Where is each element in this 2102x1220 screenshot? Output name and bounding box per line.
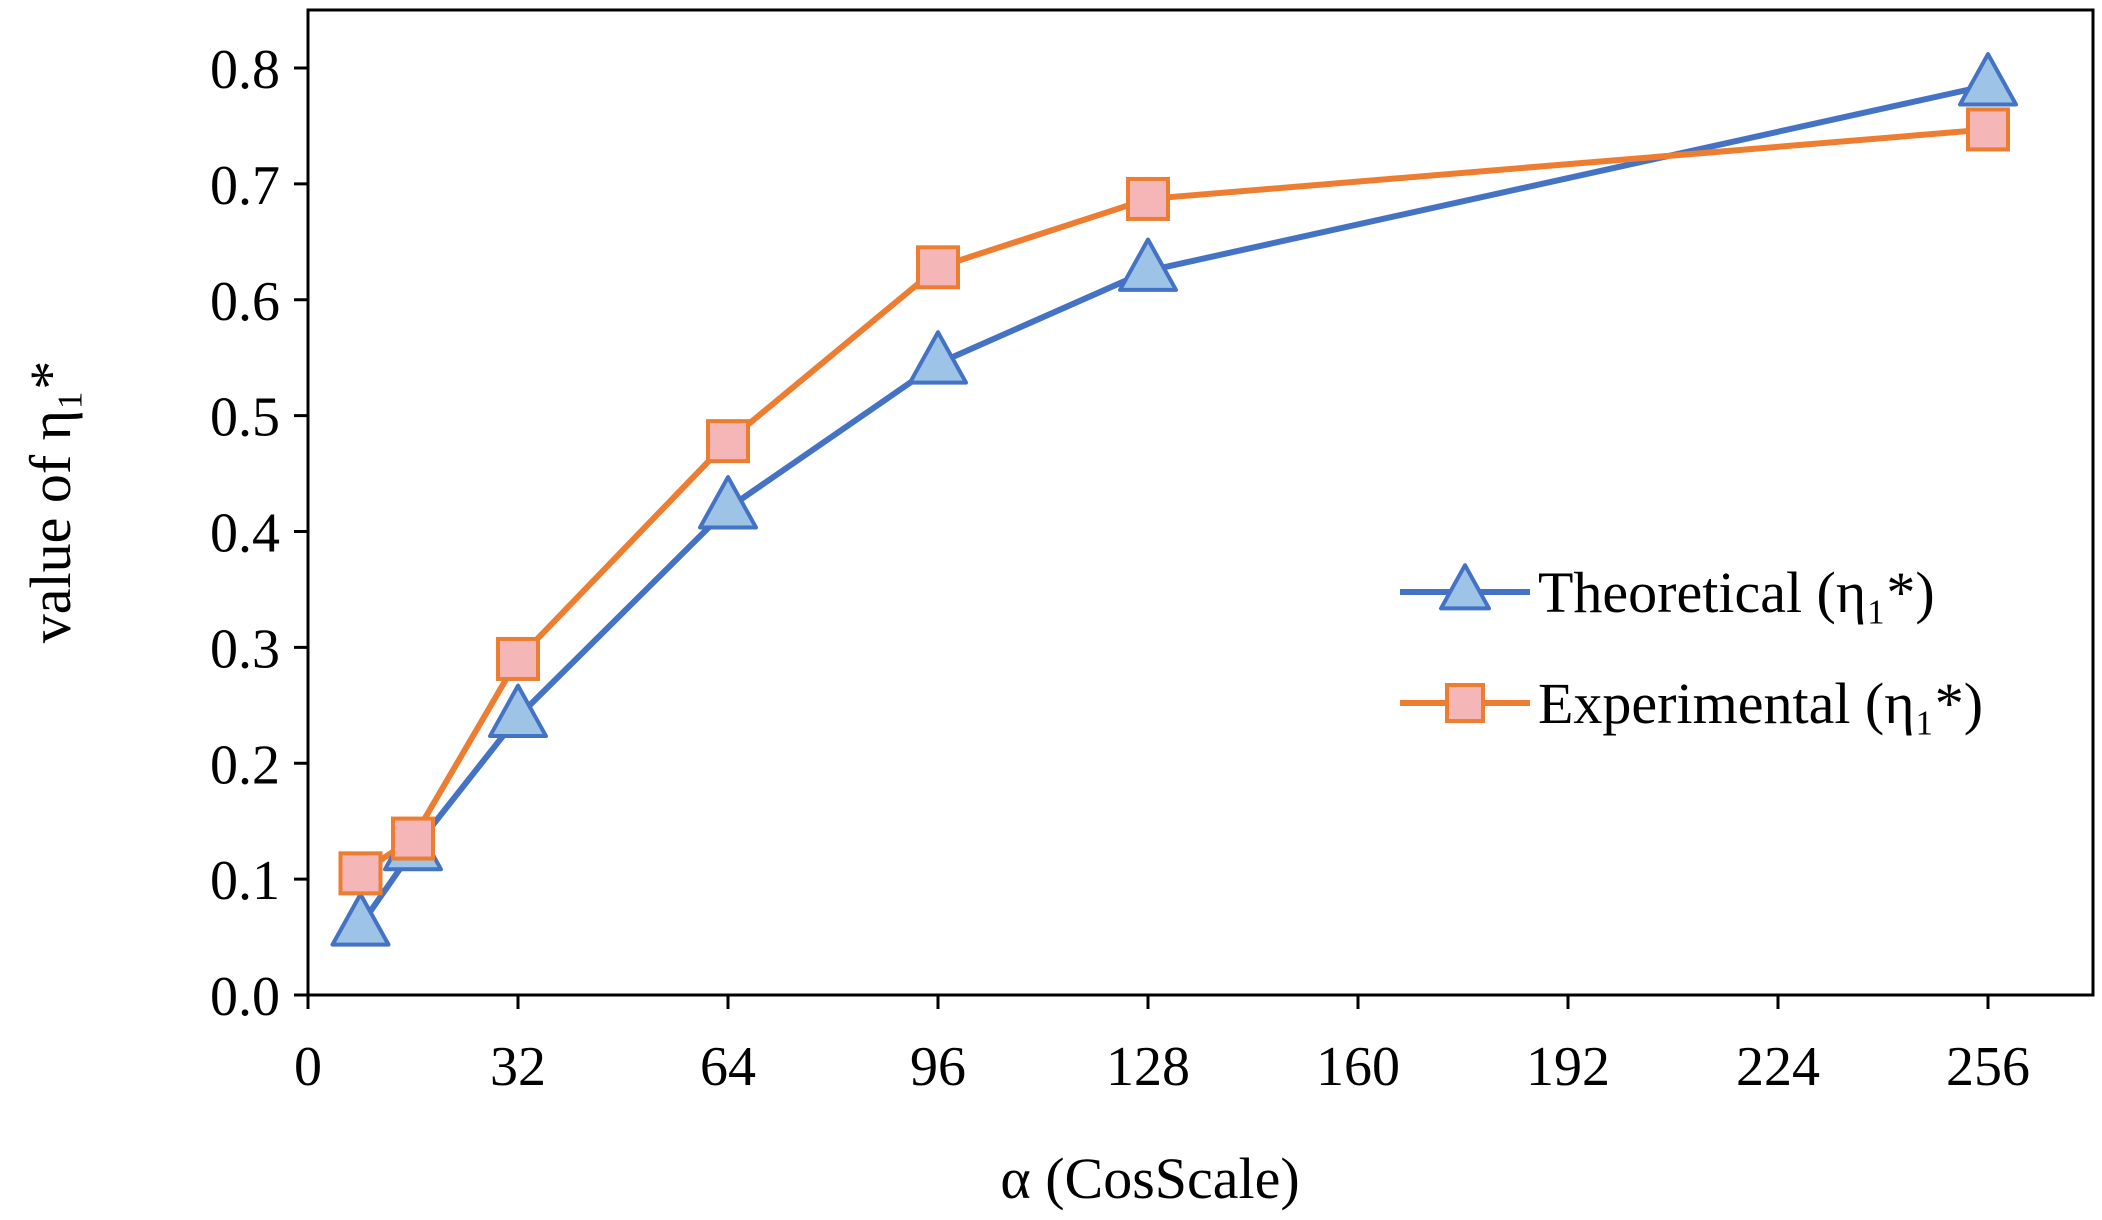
series-theoretical xyxy=(358,82,1989,928)
x-tick-label: 256 xyxy=(1946,1036,2030,1098)
markers-experimental xyxy=(338,107,2010,896)
series-layer xyxy=(330,52,2018,947)
y-tick-label: 0.1 xyxy=(210,850,280,912)
x-tick-label: 32 xyxy=(490,1036,546,1098)
data-point-experimental xyxy=(706,419,750,464)
y-tick-label: 0.8 xyxy=(210,39,280,101)
data-point-theoretical xyxy=(488,683,548,739)
y-tick-label: 0.3 xyxy=(210,618,280,680)
data-point-experimental xyxy=(391,816,435,861)
x-axis: 0 32 64 96 128 160 192 224 256 xyxy=(294,995,2030,1098)
data-point-theoretical xyxy=(1118,237,1178,292)
data-point-experimental xyxy=(916,245,960,290)
x-tick-label: 0 xyxy=(294,1036,322,1098)
x-tick-label: 128 xyxy=(1106,1036,1190,1098)
series-experimental xyxy=(358,126,1989,876)
plot-frame xyxy=(306,8,2095,997)
legend-label-theoretical: Theoretical (η₁*) xyxy=(1538,560,1935,625)
legend-label-experimental: Experimental (η₁*) xyxy=(1538,671,1983,736)
y-tick-label: 0.2 xyxy=(210,734,280,796)
x-tick-label: 224 xyxy=(1736,1036,1820,1098)
y-axis: 0.0 0.1 0.2 0.3 0.4 0.5 0.6 0.7 0.8 xyxy=(210,39,308,1028)
data-point-theoretical xyxy=(1958,52,2018,107)
legend: Theoretical (η₁*) Experimental (η₁*) xyxy=(1400,560,1983,736)
y-tick-label: 0.7 xyxy=(210,155,280,217)
x-axis-title: α (CosScale) xyxy=(1000,1146,1299,1211)
series-line-experimental xyxy=(358,126,1989,876)
data-point-experimental xyxy=(1966,107,2010,152)
data-point-theoretical xyxy=(330,892,391,947)
y-tick-label: 0.4 xyxy=(210,503,280,565)
data-point-experimental xyxy=(338,851,383,896)
x-tick-label: 96 xyxy=(910,1036,966,1098)
series-line-theoretical xyxy=(358,82,1989,928)
x-tick-label: 160 xyxy=(1316,1036,1400,1098)
markers-theoretical xyxy=(330,52,2018,947)
y-tick-label: 0.0 xyxy=(210,966,280,1028)
data-point-theoretical xyxy=(698,475,758,530)
legend-marker-experimental xyxy=(1445,683,1485,723)
y-axis-title: value of η₁* xyxy=(18,361,83,643)
data-point-experimental xyxy=(1126,176,1170,221)
data-point-theoretical xyxy=(908,330,968,385)
y-tick-label: 0.5 xyxy=(210,387,280,449)
data-point-experimental xyxy=(496,636,540,681)
y-tick-label: 0.6 xyxy=(210,271,280,333)
x-tick-label: 64 xyxy=(700,1036,756,1098)
x-tick-label: 192 xyxy=(1526,1036,1610,1098)
legend-marker-theoretical xyxy=(1439,563,1491,611)
